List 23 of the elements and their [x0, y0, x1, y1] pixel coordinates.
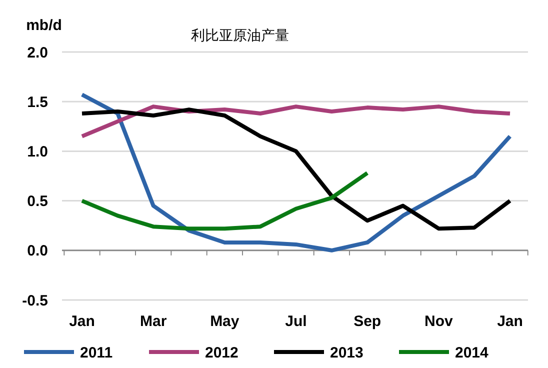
line-series	[80, 92, 512, 252]
x-tick-label: Jan	[69, 313, 95, 330]
x-tick-label: Sep	[354, 313, 382, 330]
line-series	[80, 171, 370, 231]
legend-label: 2012	[205, 344, 238, 362]
y-tick-label: 1.0	[27, 143, 48, 160]
chart-title: 利比亚原油产量	[191, 27, 289, 43]
legend-label: 2014	[455, 344, 490, 362]
x-tick-label: Nov	[424, 313, 454, 330]
y-tick-label: 2.0	[27, 44, 48, 62]
y-tick-label: 0.0	[27, 242, 48, 260]
y-axis-title: mb/d	[26, 17, 62, 34]
x-tick-label: Jan	[497, 313, 523, 330]
y-tick-label: -0.5	[22, 292, 48, 310]
legend-label: 2013	[330, 344, 364, 362]
x-tick-label: Mar	[140, 313, 167, 330]
x-tick-label: May	[210, 313, 240, 330]
line-series	[80, 108, 512, 231]
y-tick-label: 0.5	[27, 193, 48, 210]
line-series	[80, 104, 512, 138]
x-tick-label: Jul	[285, 313, 307, 330]
y-tick-label: 1.5	[27, 94, 48, 111]
legend-label: 2011	[80, 344, 113, 362]
